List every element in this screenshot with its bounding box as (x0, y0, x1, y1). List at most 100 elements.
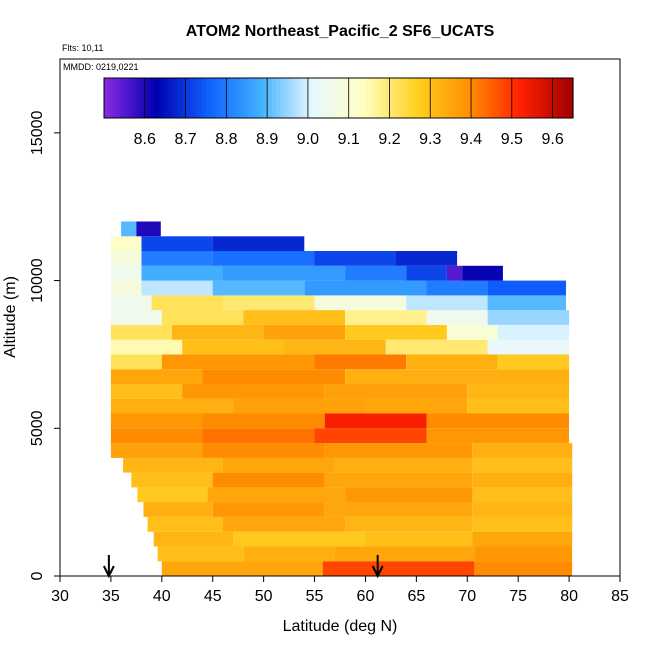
colorbar-swatch (104, 78, 109, 118)
y-axis: 0 5000 10000 15000 (29, 111, 60, 580)
x-tick-label: 80 (560, 588, 578, 605)
colorbar-swatch (377, 78, 383, 118)
heatmap-cell (243, 310, 346, 325)
heatmap-cell (314, 251, 396, 266)
colorbar-swatch (530, 78, 535, 118)
x-axis: 30 35 40 45 50 55 60 65 70 75 80 85 (51, 576, 629, 605)
colorbar-swatch (127, 78, 132, 118)
chart-title: ATOM2 Northeast_Pacific_2 SF6_UCATS (186, 23, 495, 40)
y-tick-label: 5000 (29, 410, 46, 446)
colorbar-swatch (225, 78, 230, 118)
heatmap-cell (110, 369, 203, 384)
heatmap-cell (110, 324, 172, 340)
colorbar-swatch (545, 78, 551, 118)
heatmap-cell (487, 295, 566, 311)
heatmap-cell (385, 339, 488, 355)
heatmap-cell (304, 280, 427, 296)
heatmap-cell (243, 546, 335, 562)
colorbar-swatch (498, 78, 504, 118)
colorbar-swatch (135, 78, 140, 118)
colorbar-swatch (553, 78, 558, 118)
heatmap-cell (474, 561, 573, 576)
heatmap-cell (110, 354, 162, 370)
colorbar-swatch (123, 78, 129, 118)
colorbar-swatch (397, 78, 402, 118)
x-tick-label: 65 (407, 588, 425, 605)
y-tick-label: 0 (29, 571, 46, 580)
heatmap-cell (222, 265, 346, 281)
colorbar-swatch (326, 78, 332, 118)
heatmap-cell (314, 354, 407, 370)
heatmap-cell (110, 413, 203, 429)
colorbar-frame (103, 77, 574, 119)
x-tick-label: 40 (153, 588, 171, 605)
colorbar-swatch (416, 78, 422, 118)
heatmap-cell (212, 236, 305, 252)
heatmap-cell (487, 280, 566, 296)
colorbar-swatch (494, 78, 500, 118)
heatmap-cell (121, 221, 137, 237)
x-tick-label: 55 (306, 588, 324, 605)
heatmap-cell (110, 398, 234, 414)
heatmap-cell (141, 251, 213, 266)
heatmap-cell (110, 339, 183, 355)
colorbar-swatch (279, 78, 285, 118)
colorbar-swatch (158, 78, 164, 118)
heatmap-cell (157, 546, 244, 562)
colorbar-swatch (389, 78, 394, 118)
colorbar-swatch (549, 78, 555, 118)
heatmap-cell (161, 561, 323, 576)
colorbar-swatch (182, 78, 187, 118)
heatmap-cell (147, 516, 223, 532)
heatmap-cell (446, 324, 498, 340)
colorbar-swatch (115, 78, 121, 118)
heatmap-cell (365, 531, 473, 547)
x-tick-label: 45 (204, 588, 222, 605)
colorbar-swatch (471, 78, 476, 118)
colorbar-swatch (303, 78, 308, 118)
colorbar-swatch (424, 78, 429, 118)
colorbar-swatch (143, 78, 148, 118)
colorbar-swatch (436, 78, 441, 118)
x-tick-label: 70 (458, 588, 476, 605)
heatmap-cell (334, 457, 473, 473)
colorbar-tick-label: 8.8 (215, 131, 237, 148)
colorbar-swatch (479, 78, 484, 118)
colorbar-swatch (533, 78, 539, 118)
colorbar-swatch (205, 78, 211, 118)
colorbar-swatch (229, 78, 234, 118)
heatmap-cell (472, 443, 573, 458)
colorbar-swatch (154, 78, 160, 118)
y-tick-label: 10000 (29, 258, 46, 303)
heatmap-cell (365, 398, 468, 414)
colorbar-swatch (506, 78, 512, 118)
heatmap-cell (467, 398, 570, 414)
heatmap-cell (110, 295, 152, 311)
heatmap-cell (474, 546, 573, 562)
heatmap-cell (487, 339, 570, 355)
colorbar-swatch (268, 78, 273, 118)
colorbar-swatch (463, 78, 469, 118)
colorbar-swatch (150, 78, 156, 118)
heatmap-cell (284, 339, 386, 355)
heatmap-cell (110, 280, 142, 296)
colorbar-swatch (467, 78, 472, 118)
colorbar-swatch (162, 78, 168, 118)
colorbar-swatch (318, 78, 324, 118)
heatmap-cell (222, 457, 335, 473)
heatmap-cell (324, 384, 468, 399)
colorbar-swatch (447, 78, 453, 118)
colorbar-tick-label: 9.5 (501, 131, 523, 148)
colorbar-swatch (295, 78, 301, 118)
colorbar-swatch (189, 78, 195, 118)
colorbar-swatch (330, 78, 336, 118)
colorbar-swatch (401, 78, 406, 118)
colorbar-swatch (186, 78, 191, 118)
heatmap-cell (345, 369, 478, 384)
y-axis-label: Altitude (m) (2, 276, 19, 358)
colorbar-swatch (502, 78, 508, 118)
x-tick-label: 35 (102, 588, 120, 605)
heatmap-cell (406, 295, 488, 311)
heatmap-cell (477, 369, 570, 384)
colorbar-swatch (322, 78, 328, 118)
